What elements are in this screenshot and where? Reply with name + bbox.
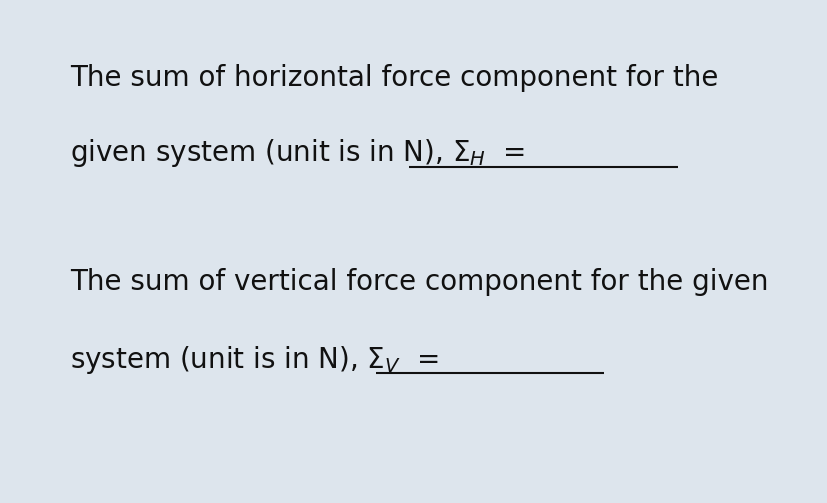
Text: The sum of horizontal force component for the: The sum of horizontal force component fo… (70, 64, 719, 92)
Text: system (unit is in N), $\Sigma_{V}$  =: system (unit is in N), $\Sigma_{V}$ = (70, 344, 451, 376)
Text: The sum of vertical force component for the given: The sum of vertical force component for … (70, 268, 769, 296)
Text: given system (unit is in N), $\Sigma_{H}$  =: given system (unit is in N), $\Sigma_{H}… (70, 137, 538, 170)
